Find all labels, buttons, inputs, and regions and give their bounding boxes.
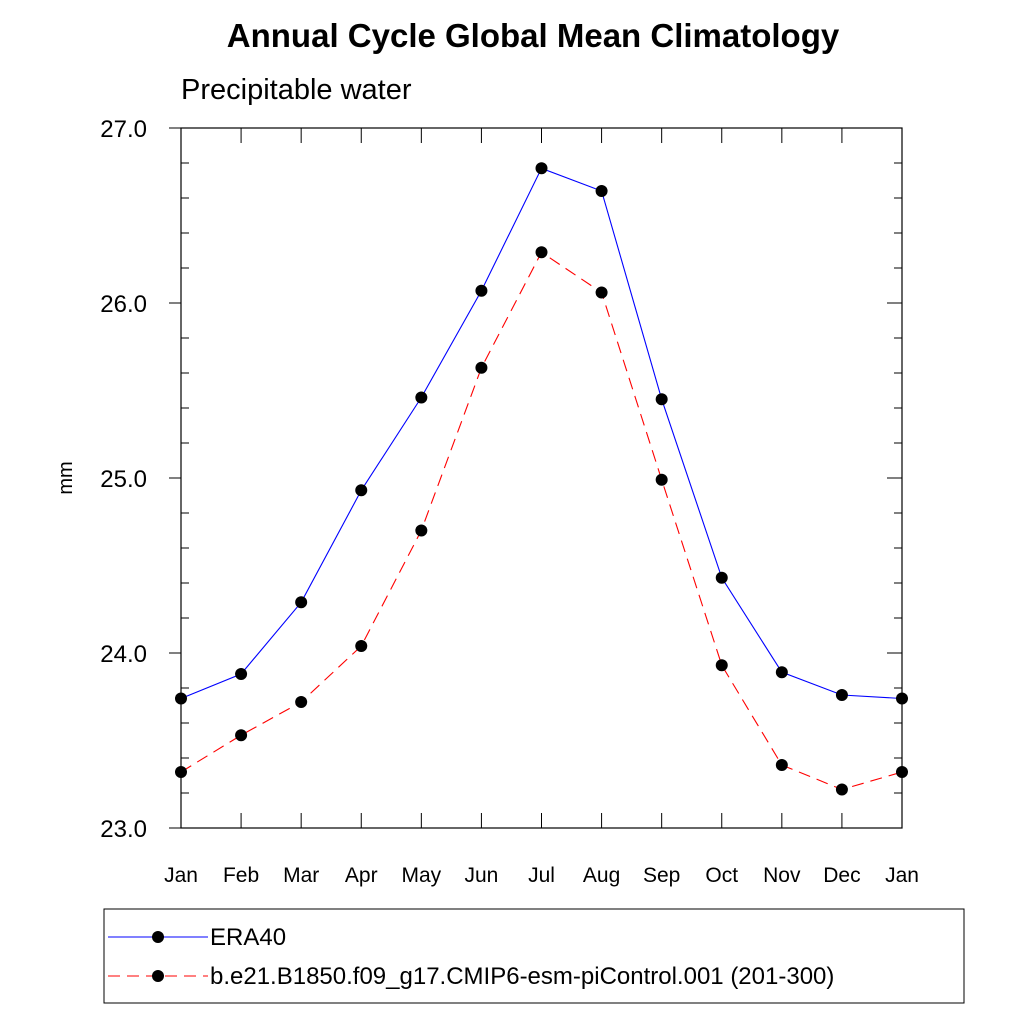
data-point: [655, 393, 668, 406]
data-point: [175, 692, 187, 705]
data-point: [775, 666, 788, 679]
legend-box: [103, 908, 965, 1004]
data-point: [295, 696, 308, 708]
y-axis-label: mm: [55, 461, 77, 494]
plot-frame: [180, 127, 903, 829]
legend-label: ERA40: [210, 924, 286, 951]
x-tick-label: Feb: [223, 864, 259, 887]
legend-marker: [152, 970, 164, 982]
x-tick-label: Nov: [763, 864, 801, 887]
data-point: [835, 689, 848, 701]
data-point: [715, 659, 728, 672]
data-point: [355, 484, 368, 497]
series-lines: [175, 162, 908, 796]
data-point: [235, 729, 248, 742]
x-tick-label: May: [401, 864, 441, 887]
data-point: [355, 640, 368, 652]
x-tick-label: Dec: [823, 864, 860, 887]
data-point: [655, 473, 668, 486]
x-tick-label: Oct: [705, 864, 738, 887]
x-tick-label: Jun: [464, 864, 498, 887]
data-point: [835, 783, 848, 796]
chart-title: Annual Cycle Global Mean Climatology: [227, 17, 840, 54]
data-point: [775, 759, 788, 771]
data-point: [295, 596, 308, 609]
x-tick-label: Jan: [885, 864, 919, 887]
legend-marker: [152, 931, 164, 943]
x-tick-label: Apr: [345, 864, 378, 887]
x-tick-label: Aug: [583, 864, 620, 887]
data-point: [715, 571, 728, 584]
data-point: [475, 361, 488, 374]
y-tick-label: 24.0: [100, 641, 147, 668]
y-tick-labels: 23.0 24.0 25.0 26.0 27.0: [100, 116, 147, 843]
data-point: [415, 391, 428, 404]
chart-subtitle: Precipitable water: [181, 74, 412, 106]
data-point: [595, 286, 608, 299]
y-tick-label: 25.0: [100, 466, 147, 493]
y-tick-label: 23.0: [100, 816, 147, 843]
legend: ERA40 b.e21.B1850.f09_g17.CMIP6-esm-piCon…: [108, 924, 834, 990]
data-point: [475, 284, 488, 297]
y-tick-label: 26.0: [100, 291, 147, 318]
data-point: [415, 524, 428, 537]
data-point: [595, 185, 608, 197]
data-point: [175, 766, 187, 778]
legend-label: b.e21.B1850.f09_g17.CMIP6-esm-piControl.…: [210, 963, 834, 990]
y-tick-label: 27.0: [100, 116, 147, 143]
x-tick-label: Mar: [283, 864, 319, 887]
x-tick-label: Jan: [164, 864, 198, 887]
x-tick-label: Jul: [528, 864, 555, 887]
x-tick-labels: Jan Feb Mar Apr May Jun Jul Aug Sep Oct Nov Dec Jan: [164, 864, 919, 887]
data-point: [535, 246, 548, 259]
data-point: [896, 692, 908, 705]
data-point: [235, 668, 248, 680]
series-line-2: [180, 251, 903, 791]
data-point: [896, 766, 908, 778]
x-tick-label: Sep: [643, 864, 680, 887]
tick-marks: [169, 127, 903, 829]
data-point: [535, 162, 548, 175]
